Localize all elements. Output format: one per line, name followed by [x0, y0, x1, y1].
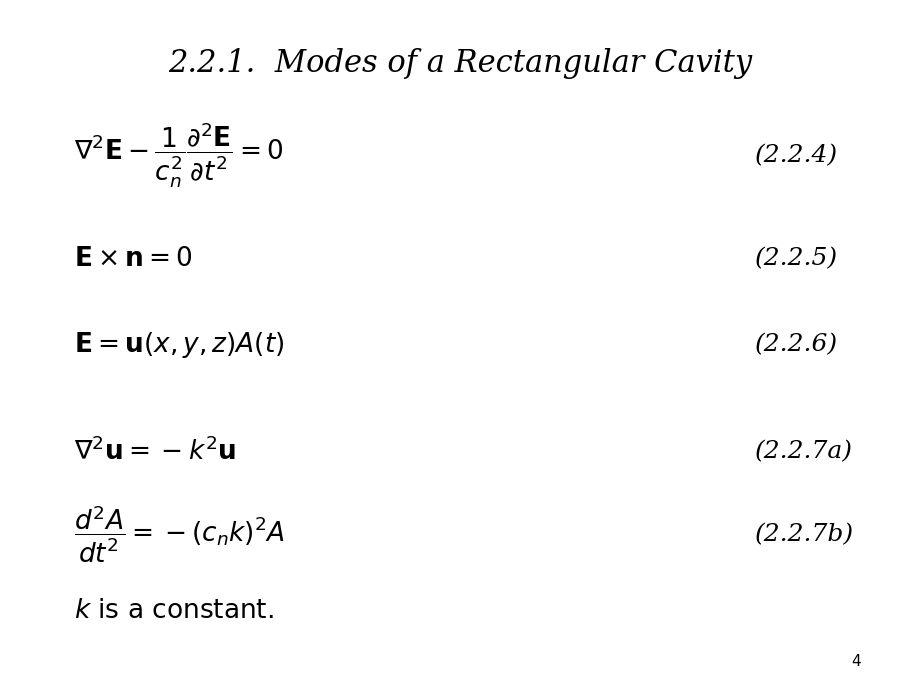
Text: (2.2.6): (2.2.6) — [754, 333, 836, 357]
Text: $\dfrac{d^2 A}{dt^2} = -(c_n k)^2 A$: $\dfrac{d^2 A}{dt^2} = -(c_n k)^2 A$ — [74, 504, 284, 565]
Text: (2.2.7b): (2.2.7b) — [754, 523, 853, 546]
Text: $\mathbf{E} = \mathbf{u}(x, y, z)A(t)$: $\mathbf{E} = \mathbf{u}(x, y, z)A(t)$ — [74, 330, 284, 360]
Text: $k$ is a constant.: $k$ is a constant. — [74, 598, 273, 624]
Text: (2.2.4): (2.2.4) — [754, 144, 836, 167]
Text: (2.2.5): (2.2.5) — [754, 247, 836, 270]
Text: $\nabla^2\mathbf{E} - \dfrac{1}{c_n^2}\dfrac{\partial^2\mathbf{E}}{\partial t^2}: $\nabla^2\mathbf{E} - \dfrac{1}{c_n^2}\d… — [74, 120, 283, 190]
Text: 2.2.1.  Modes of a Rectangular Cavity: 2.2.1. Modes of a Rectangular Cavity — [168, 48, 751, 79]
Text: (2.2.7a): (2.2.7a) — [754, 440, 852, 464]
Text: $\nabla^2\mathbf{u} = -k^2\mathbf{u}$: $\nabla^2\mathbf{u} = -k^2\mathbf{u}$ — [74, 437, 235, 466]
Text: $\mathbf{E} \times \mathbf{n} = 0$: $\mathbf{E} \times \mathbf{n} = 0$ — [74, 246, 192, 272]
Text: 4: 4 — [850, 654, 859, 669]
